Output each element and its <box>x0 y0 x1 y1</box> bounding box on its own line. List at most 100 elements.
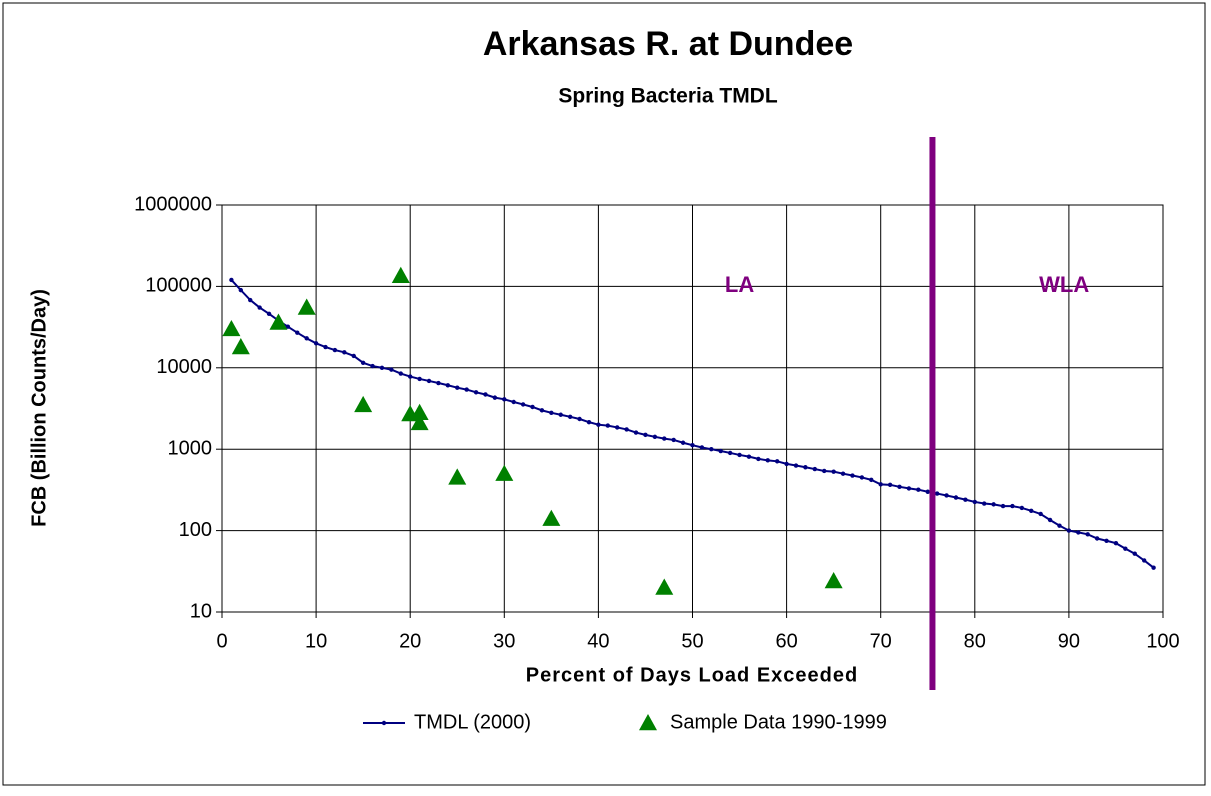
point <box>257 305 262 310</box>
y-tick-label: 100000 <box>145 275 212 297</box>
point <box>502 397 507 402</box>
point <box>448 468 467 485</box>
point <box>410 413 429 431</box>
point <box>690 442 695 448</box>
point <box>680 440 686 445</box>
point <box>934 491 940 496</box>
point <box>869 477 874 483</box>
legend-label: TMDL (2000) <box>414 711 531 733</box>
point <box>1000 503 1006 509</box>
point <box>483 392 488 397</box>
point <box>887 482 893 488</box>
y-tick-label: 1000 <box>168 437 213 459</box>
point <box>1066 528 1072 533</box>
point <box>774 459 780 464</box>
point <box>586 419 592 425</box>
point <box>391 266 410 283</box>
point <box>266 311 272 317</box>
point <box>699 445 705 450</box>
point <box>285 324 291 329</box>
point <box>1057 523 1062 528</box>
point <box>370 363 375 369</box>
point <box>351 353 356 359</box>
x-tick-label: 90 <box>1058 630 1080 652</box>
point <box>304 336 309 341</box>
point <box>436 380 441 386</box>
point <box>577 416 582 422</box>
x-axis-label: Percent of Days Load Exceeded <box>526 664 858 686</box>
point <box>1019 505 1025 511</box>
point <box>709 447 714 452</box>
point <box>360 360 366 366</box>
point <box>1151 565 1156 570</box>
point <box>313 341 319 346</box>
point <box>492 395 498 400</box>
point <box>652 434 658 440</box>
legend-dot <box>381 720 387 726</box>
y-tick-label: 10000 <box>156 356 212 378</box>
point <box>662 436 667 441</box>
point <box>1094 536 1100 541</box>
point <box>1010 503 1015 509</box>
point <box>342 350 347 355</box>
x-tick-label: 10 <box>305 630 327 652</box>
point <box>323 344 328 350</box>
y-tick-label: 100 <box>179 519 212 541</box>
x-tick-label: 70 <box>870 630 892 652</box>
point <box>530 404 535 410</box>
point <box>878 482 883 487</box>
point <box>655 578 674 595</box>
point <box>455 385 460 390</box>
point <box>671 437 676 443</box>
point <box>520 402 526 407</box>
y-axis-label: FCB (Billion Counts/Day) <box>28 289 50 527</box>
point <box>445 383 451 388</box>
y-tick-label: 1000000 <box>134 193 212 215</box>
point <box>297 298 316 315</box>
point <box>1132 551 1137 556</box>
point <box>916 487 921 492</box>
x-tick-label: 0 <box>216 630 227 652</box>
point <box>605 423 611 428</box>
point <box>539 408 545 413</box>
point <box>746 454 752 459</box>
point <box>410 403 429 421</box>
point <box>906 486 912 491</box>
point <box>718 448 723 454</box>
point <box>408 374 413 379</box>
point <box>426 378 432 384</box>
point <box>1029 508 1034 514</box>
point <box>511 399 516 405</box>
point <box>727 450 733 456</box>
point <box>269 313 288 330</box>
point <box>991 502 996 507</box>
point <box>389 367 394 372</box>
point <box>643 432 648 438</box>
point <box>1141 558 1147 563</box>
annotation: LA <box>725 272 754 297</box>
point <box>567 414 573 420</box>
x-tick-label: 30 <box>493 630 515 652</box>
point <box>398 371 403 376</box>
point <box>737 452 742 458</box>
point <box>473 390 479 395</box>
annotation: WLA <box>1039 272 1089 297</box>
point <box>295 330 300 335</box>
x-tick-label: 60 <box>775 630 797 652</box>
point <box>784 461 789 467</box>
point <box>542 509 561 526</box>
point <box>238 287 244 293</box>
x-tick-label: 80 <box>964 630 986 652</box>
point <box>793 463 799 468</box>
point <box>1085 532 1090 537</box>
point <box>765 458 770 463</box>
point <box>925 489 930 494</box>
point <box>859 475 865 480</box>
point <box>633 430 639 435</box>
point <box>417 376 422 382</box>
point <box>840 471 846 476</box>
x-tick-label: 40 <box>587 630 609 652</box>
point <box>756 456 761 462</box>
point <box>1113 541 1119 546</box>
